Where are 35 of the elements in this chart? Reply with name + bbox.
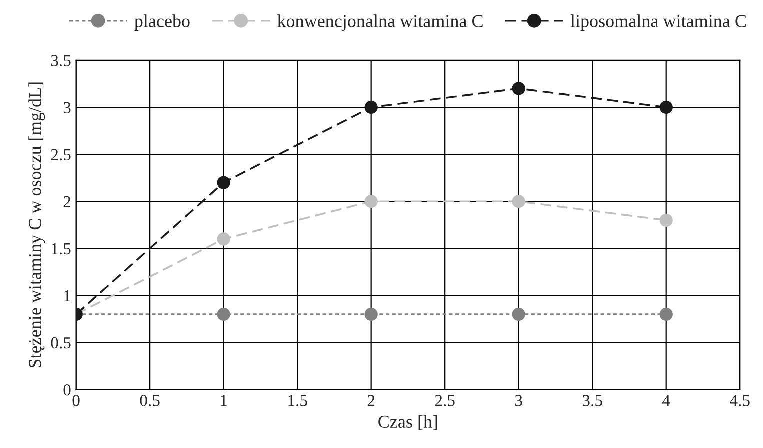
point (364, 195, 378, 208)
y-tick-label: 1.5 (52, 243, 71, 255)
x-tick-label: 3.5 (582, 395, 602, 406)
y-tick-label: 3.5 (51, 55, 71, 66)
point (512, 82, 526, 96)
y-axis-title: Stężenie witaminy C w osoczu [mg/dL] (28, 82, 46, 368)
point (512, 195, 526, 208)
y-tick-label: 3 (64, 102, 71, 114)
legend-label: liposomalna witamina C (570, 14, 746, 32)
x-tick-label: 4.5 (730, 395, 750, 406)
point (217, 232, 230, 246)
x-tick-label: 1.5 (288, 395, 308, 406)
x-tick-label: 4 (662, 395, 670, 406)
legend-label: konwencjonalna witamina C (278, 14, 483, 32)
y-tick-label: 0 (64, 384, 71, 396)
point (217, 308, 230, 322)
x-axis-title: Czas [h] (378, 415, 438, 430)
legend-label: placebo (134, 14, 190, 32)
y-tick-label: 1 (64, 290, 70, 302)
y-tick-label: 2 (64, 196, 71, 208)
x-tick-label: 1 (221, 395, 227, 406)
point (660, 308, 673, 322)
point (364, 100, 378, 114)
x-tick-label: 3 (515, 395, 522, 406)
y-tick-label: 0.5 (51, 337, 71, 349)
y-tick-label: 2.5 (51, 149, 71, 161)
point (217, 176, 230, 190)
point (364, 308, 378, 322)
point (512, 308, 526, 322)
x-tick-label: 0 (72, 395, 80, 406)
x-tick-label: 2.5 (435, 395, 455, 406)
point (660, 100, 673, 114)
point (660, 214, 673, 228)
x-tick-label: 2 (368, 395, 375, 406)
x-tick-label: 0.5 (140, 395, 160, 406)
